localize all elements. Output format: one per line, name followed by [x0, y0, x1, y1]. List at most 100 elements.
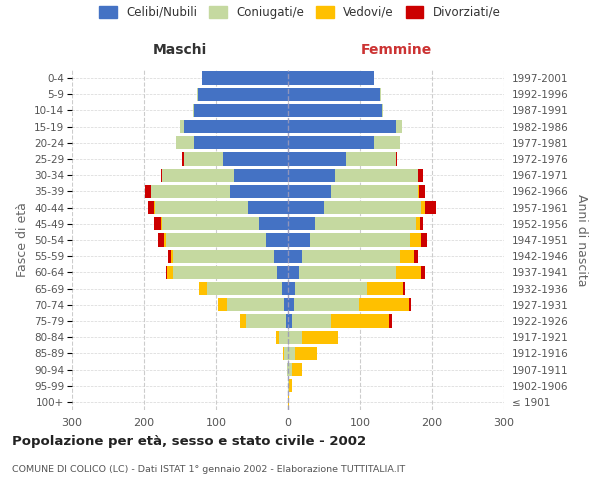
- Bar: [166, 234, 266, 246]
- Bar: [284, 346, 288, 360]
- Bar: [164, 234, 166, 246]
- Bar: [421, 266, 425, 279]
- Bar: [374, 136, 400, 149]
- Bar: [193, 104, 194, 117]
- Text: COMUNE DI COLICO (LC) - Dati ISTAT 1° gennaio 2002 - Elaborazione TUTTITALIA.IT: COMUNE DI COLICO (LC) - Dati ISTAT 1° ge…: [12, 465, 405, 474]
- Bar: [223, 152, 288, 166]
- Bar: [145, 185, 151, 198]
- Bar: [316, 217, 416, 230]
- Bar: [167, 266, 173, 279]
- Bar: [331, 314, 389, 328]
- Bar: [199, 282, 206, 295]
- Bar: [292, 314, 331, 328]
- Bar: [283, 346, 284, 360]
- Bar: [246, 314, 286, 328]
- Bar: [288, 217, 316, 230]
- Bar: [288, 250, 302, 263]
- Bar: [295, 346, 317, 360]
- Bar: [420, 217, 424, 230]
- Bar: [230, 185, 288, 198]
- Bar: [286, 314, 288, 328]
- Bar: [173, 250, 274, 263]
- Bar: [248, 201, 288, 214]
- Bar: [259, 217, 288, 230]
- Bar: [197, 88, 198, 101]
- Bar: [168, 250, 172, 263]
- Bar: [288, 282, 295, 295]
- Bar: [288, 152, 346, 166]
- Bar: [418, 168, 424, 182]
- Bar: [409, 298, 411, 312]
- Bar: [400, 250, 414, 263]
- Bar: [419, 185, 425, 198]
- Bar: [194, 136, 288, 149]
- Bar: [151, 185, 230, 198]
- Bar: [421, 201, 425, 214]
- Bar: [166, 266, 167, 279]
- Bar: [416, 217, 420, 230]
- Bar: [335, 168, 418, 182]
- Text: Femmine: Femmine: [361, 43, 431, 57]
- Bar: [310, 234, 410, 246]
- Bar: [206, 282, 282, 295]
- Bar: [396, 120, 402, 134]
- Bar: [288, 314, 292, 328]
- Bar: [288, 346, 295, 360]
- Bar: [425, 201, 436, 214]
- Bar: [176, 136, 194, 149]
- Bar: [288, 396, 289, 408]
- Bar: [227, 298, 284, 312]
- Bar: [161, 168, 162, 182]
- Bar: [367, 282, 403, 295]
- Bar: [359, 298, 409, 312]
- Bar: [276, 330, 280, 344]
- Bar: [295, 282, 367, 295]
- Bar: [382, 104, 383, 117]
- Bar: [288, 330, 302, 344]
- Bar: [288, 201, 324, 214]
- Bar: [288, 298, 294, 312]
- Bar: [302, 330, 338, 344]
- Bar: [280, 330, 288, 344]
- Bar: [274, 250, 288, 263]
- Bar: [324, 201, 421, 214]
- Bar: [380, 88, 381, 101]
- Bar: [294, 298, 359, 312]
- Bar: [396, 266, 421, 279]
- Bar: [288, 104, 382, 117]
- Bar: [162, 168, 234, 182]
- Bar: [172, 250, 173, 263]
- Bar: [292, 363, 302, 376]
- Bar: [180, 120, 184, 134]
- Bar: [288, 234, 310, 246]
- Bar: [389, 314, 392, 328]
- Bar: [266, 234, 288, 246]
- Bar: [288, 136, 374, 149]
- Bar: [410, 234, 421, 246]
- Bar: [241, 314, 246, 328]
- Bar: [161, 217, 162, 230]
- Y-axis label: Fasce di età: Fasce di età: [16, 202, 29, 278]
- Bar: [418, 185, 419, 198]
- Bar: [194, 104, 288, 117]
- Bar: [421, 234, 427, 246]
- Text: Popolazione per età, sesso e stato civile - 2002: Popolazione per età, sesso e stato civil…: [12, 435, 366, 448]
- Bar: [331, 185, 418, 198]
- Bar: [288, 168, 335, 182]
- Bar: [288, 185, 331, 198]
- Bar: [288, 379, 289, 392]
- Bar: [414, 250, 418, 263]
- Bar: [173, 266, 277, 279]
- Bar: [234, 168, 288, 182]
- Bar: [154, 201, 155, 214]
- Bar: [218, 298, 227, 312]
- Legend: Celibi/Nubili, Coniugati/e, Vedovi/e, Divorziati/e: Celibi/Nubili, Coniugati/e, Vedovi/e, Di…: [99, 6, 501, 19]
- Text: Maschi: Maschi: [153, 43, 207, 57]
- Bar: [288, 88, 380, 101]
- Bar: [148, 201, 154, 214]
- Bar: [158, 234, 164, 246]
- Bar: [302, 250, 400, 263]
- Bar: [277, 266, 288, 279]
- Bar: [162, 217, 259, 230]
- Bar: [284, 298, 288, 312]
